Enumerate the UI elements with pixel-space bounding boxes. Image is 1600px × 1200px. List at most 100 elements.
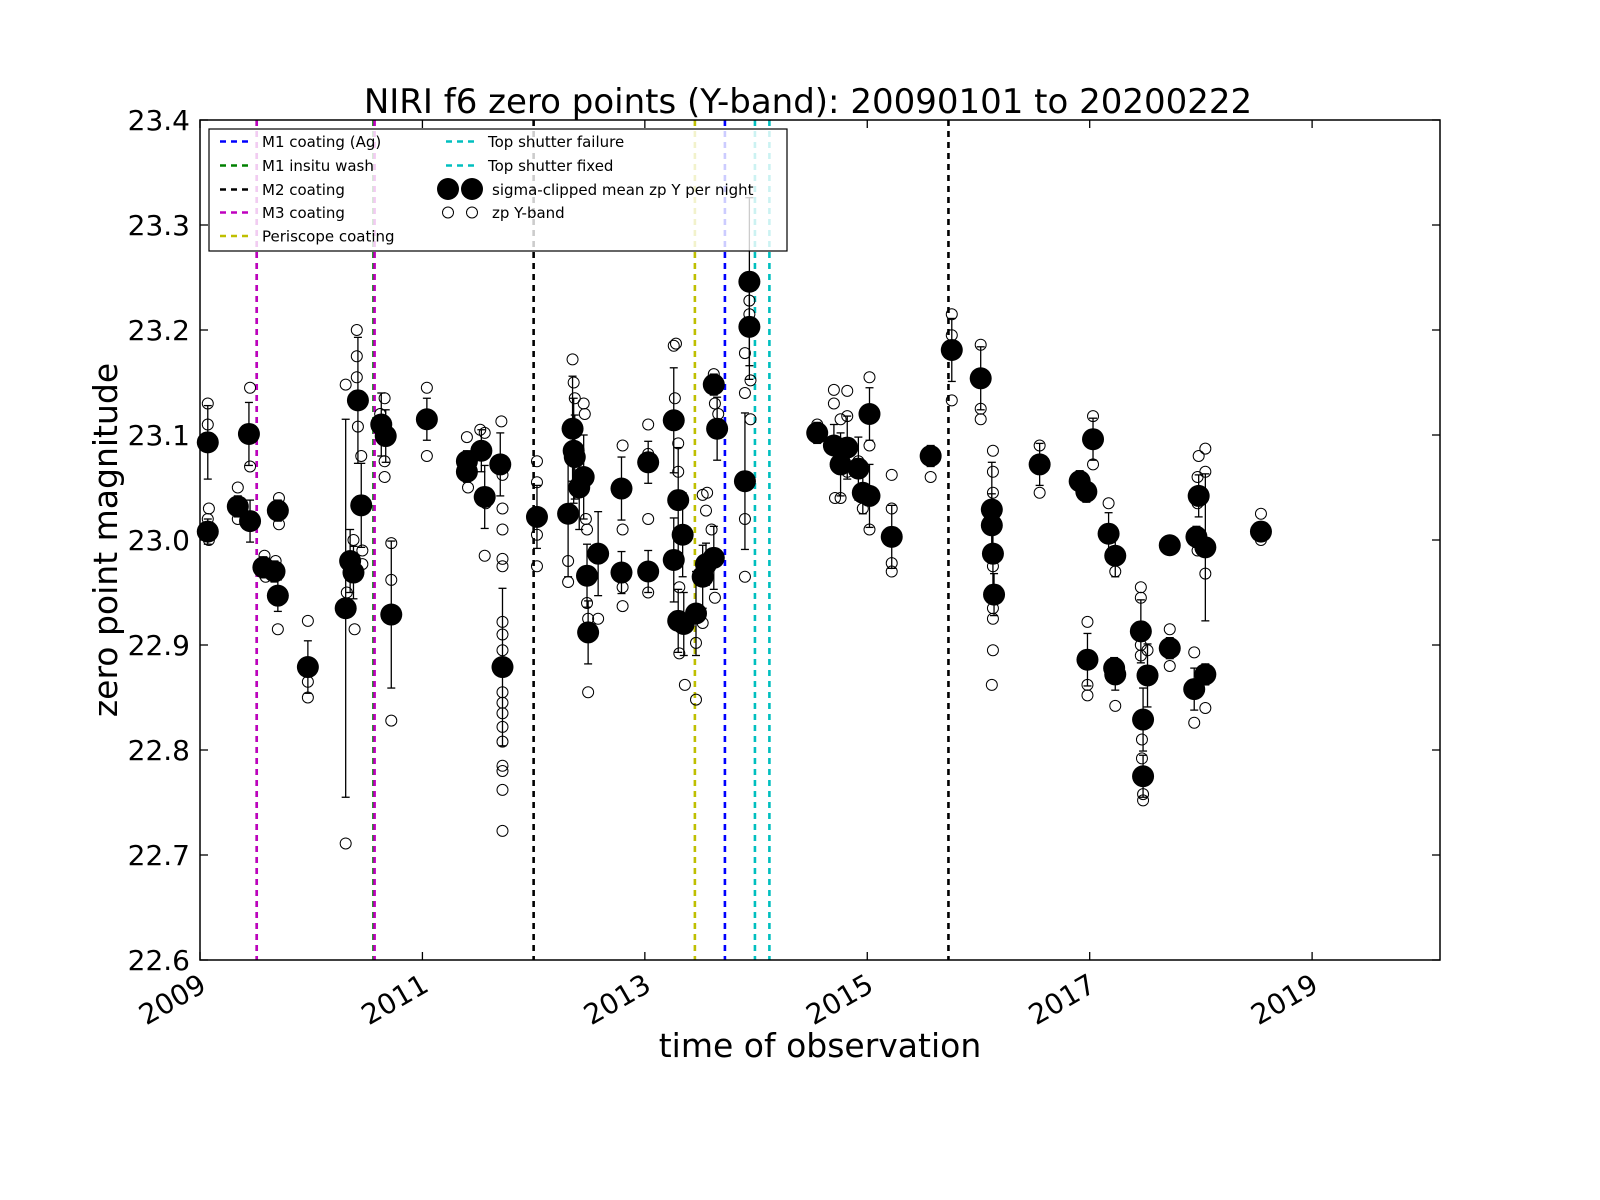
mean-point [733,470,756,493]
zp-point [669,337,682,350]
mean-point [1129,620,1152,643]
zp-point [945,394,958,407]
zp-point [668,392,681,405]
zp-point [673,647,686,660]
mean-point [350,494,373,517]
zp-point [1163,623,1176,636]
mean-point [563,446,586,469]
zp-point [744,413,757,426]
zp-point [568,392,581,405]
zp-point [530,560,543,573]
legend-label-m1-coating: M1 coating (Ag) [262,133,381,151]
zp-point [496,824,509,837]
zp-point [616,439,629,452]
zp-point [885,565,898,578]
y-tick-label: 23.0 [128,524,190,557]
y-tick-label: 22.7 [128,839,190,872]
mean-point [940,338,963,361]
y-tick-label: 23.3 [128,209,190,242]
x-axis-label: time of observation [659,1026,982,1065]
chart-title: NIRI f6 zero points (Y-band): 20090101 t… [364,82,1252,122]
mean-point [266,584,289,607]
zp-point [863,523,876,536]
zp-point [350,324,363,336]
zp-point [1199,567,1212,580]
zp-point [567,376,580,389]
zp-point [496,759,509,772]
mean-point [702,546,725,569]
zp-point [986,444,999,457]
mean-point [226,495,249,518]
mean-point [1076,648,1099,671]
zp-point [841,410,854,423]
y-axis: 22.6 22.7 22.8 22.9 23.0 23.1 23.2 23.3 23.4 [128,104,1440,977]
mean-point [847,457,870,480]
mean-point [702,373,725,396]
zp-point [339,837,352,850]
zp-point [579,513,592,525]
mean-point [296,656,319,679]
zp-point [616,600,629,613]
mean-point [576,564,599,587]
zp-point [378,392,391,405]
zp-point [1163,660,1176,672]
zp-point [348,623,361,636]
x-tick-label: 2017 [1023,967,1101,1031]
mean-point [491,656,514,679]
zp-point [1109,565,1122,578]
zp-point [738,570,751,583]
zp-point [478,426,491,439]
mean-point [334,597,357,620]
mean-point [738,315,761,338]
mean-point [237,422,260,445]
zp-point [705,523,718,536]
event-lines [255,120,950,960]
mean-point [415,408,438,431]
mean-point [637,451,660,474]
zp-point [1254,507,1267,520]
legend-label-zp: zp Y-band [492,204,565,222]
mean-point [983,583,1006,606]
mean-point [685,602,707,625]
legend-label-m1-wash: M1 insitu wash [262,157,374,175]
zp-point [863,439,876,452]
zp-point [385,714,398,727]
zp-point [667,339,680,352]
zp-point [1134,581,1147,594]
mean-point [610,561,633,584]
zp-point [420,450,433,462]
mean-point [473,485,496,508]
mean-point [806,421,829,444]
zp-point [581,597,594,609]
zp-point [577,397,590,410]
zp-point [378,471,391,483]
zp-point [496,615,509,628]
zp-point [885,557,898,570]
mean-point [1104,663,1127,686]
zp-point [460,431,473,444]
zp-point [339,378,352,391]
y-tick-label: 23.1 [128,419,190,452]
y-tick-label: 22.6 [128,944,190,977]
zp-point [738,513,751,525]
zp-point [642,586,655,599]
mean-point [374,425,397,448]
zp-point [827,397,840,410]
zp-point [495,415,508,428]
y-axis-label: zero point magnitude [86,363,125,717]
zp-point [496,735,509,748]
zp-point [1087,458,1100,471]
zp-point [945,308,958,321]
legend-label-periscope: Periscope coating [262,228,395,246]
mean-point [239,510,262,533]
legend-marker-zp-2 [466,206,478,219]
zp-point [496,696,509,709]
mean-point [969,367,992,390]
zp-point [562,555,575,567]
zp-point [201,397,214,410]
zp-point [974,338,987,351]
legend-label-m3-coating: M3 coating [262,204,345,222]
legend-label-mean: sigma-clipped mean zp Y per night [492,181,754,199]
zp-point [562,576,575,588]
